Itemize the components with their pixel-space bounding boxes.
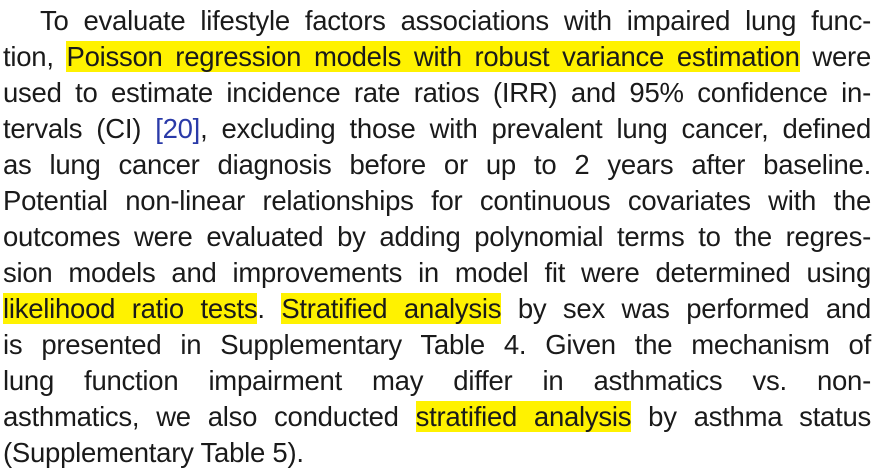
line-text: by sex was performed and <box>517 293 872 324</box>
paragraph-line-4: tervals (CI) [20], excluding those with … <box>3 112 871 145</box>
paragraph-line-10: is presented in Supplementary Table 4. G… <box>3 328 871 361</box>
line-text: . <box>257 293 265 324</box>
highlighted-text: likelihood ratio tests <box>3 293 258 324</box>
paragraph-line-1: To evaluate lifestyle factors associatio… <box>40 4 871 37</box>
paragraph-line-11: lung function impairment may differ in a… <box>3 364 871 397</box>
paragraph-line-5: as lung cancer diagnosis before or up to… <box>3 148 871 181</box>
highlighted-text: stratified analysis <box>415 401 632 432</box>
paragraph-line-9: likelihood ratio tests. Stratified analy… <box>3 292 871 325</box>
line-text: To evaluate lifestyle factors associatio… <box>40 5 871 36</box>
line-text: outcomes were evaluated by adding polyno… <box>3 221 871 252</box>
line-text: asthmatics, we also conducted <box>3 401 399 432</box>
line-text: were <box>812 41 872 72</box>
paragraph-line-8: sion models and improvements in model fi… <box>3 256 871 289</box>
line-text: used to estimate incidence rate ratios (… <box>3 77 871 108</box>
line-text: is presented in Supplementary Table 4. G… <box>3 329 871 360</box>
line-text: tervals (CI) <box>3 113 142 144</box>
line-text: , excluding those with prevalent lung ca… <box>200 113 871 144</box>
paragraph-line-6: Potential non-linear relationships for c… <box>3 184 871 217</box>
line-text: sion models and improvements in model fi… <box>3 257 871 288</box>
paragraph-line-2: tion, Poisson regression models with rob… <box>3 40 871 73</box>
line-text: by asthma status <box>648 401 872 432</box>
highlighted-text: Stratified analysis <box>281 293 502 324</box>
line-text: Potential non-linear relationships for c… <box>3 185 871 216</box>
paragraph-line-13: (Supplementary Table 5). <box>3 436 871 469</box>
paragraph-line-12: asthmatics, we also conducted stratified… <box>3 400 871 433</box>
line-text: tion, <box>3 41 54 72</box>
highlighted-text: Poisson regression models with robust va… <box>66 41 800 72</box>
line-text: as lung cancer diagnosis before or up to… <box>3 149 871 180</box>
paragraph-line-3: used to estimate incidence rate ratios (… <box>3 76 871 109</box>
citation-link[interactable]: [20] <box>155 113 201 144</box>
line-text: lung function impairment may differ in a… <box>3 365 871 396</box>
paragraph-line-7: outcomes were evaluated by adding polyno… <box>3 220 871 253</box>
line-text: (Supplementary Table 5). <box>3 437 304 468</box>
